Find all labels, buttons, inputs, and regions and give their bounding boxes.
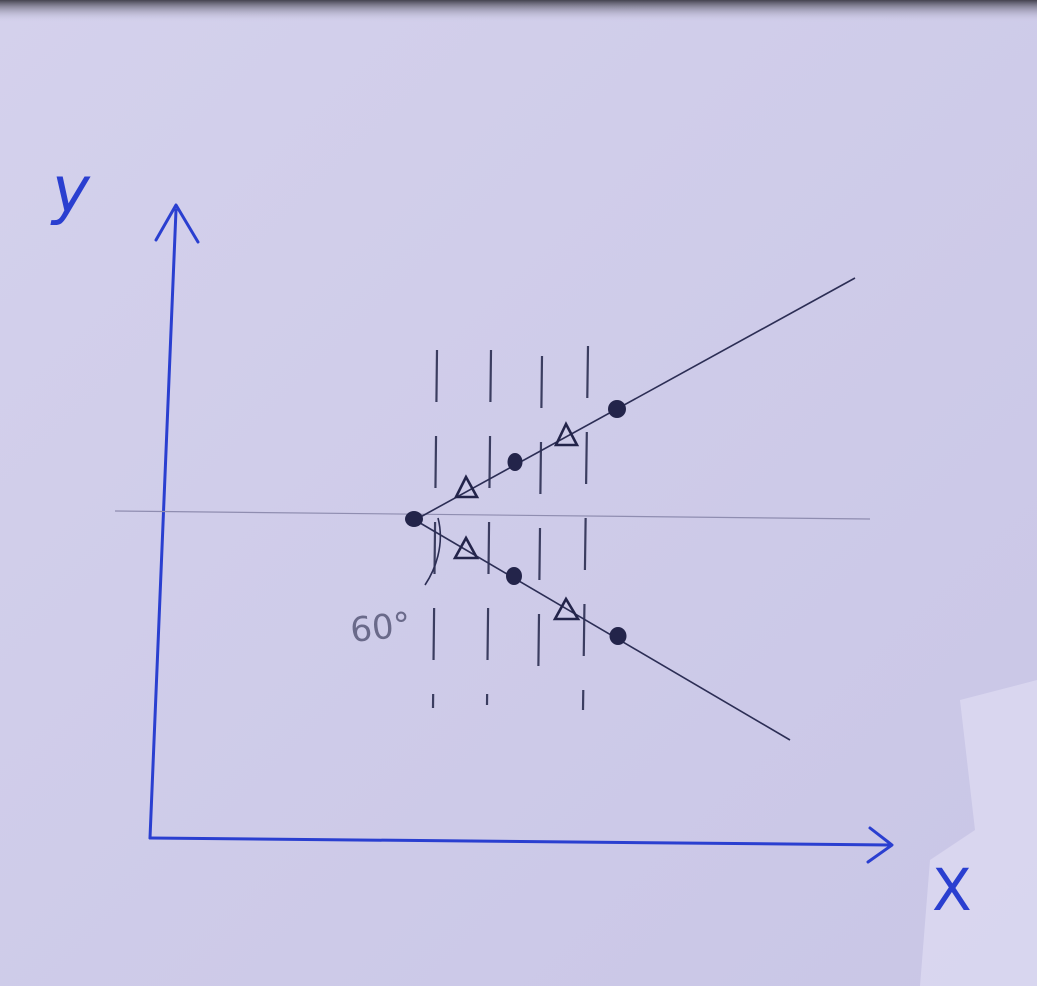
lower-branch-markers	[452, 535, 627, 645]
dot-marker	[506, 567, 522, 585]
y-axis-label: y	[50, 154, 91, 228]
dot-marker	[507, 453, 523, 471]
upper-branch-line	[414, 277, 856, 521]
vertical-guide-2	[485, 349, 493, 706]
triangle-marker	[553, 421, 580, 447]
vertical-guide-4	[581, 345, 590, 711]
triangle-marker	[453, 474, 480, 499]
triangle-marker	[452, 535, 480, 560]
triangle-marker	[552, 596, 581, 621]
y-axis	[148, 208, 178, 840]
vertical-guides	[431, 345, 590, 711]
horizontal-guide	[114, 510, 871, 520]
x-axis-label: X	[932, 856, 972, 924]
x-axis	[148, 836, 892, 847]
angle-label: 60°	[348, 605, 412, 651]
vertical-guide-1	[431, 349, 439, 709]
top-shadow	[0, 0, 1037, 22]
corner-glare	[920, 680, 1037, 986]
dot-marker	[608, 400, 626, 418]
upper-branch-markers	[453, 400, 626, 499]
y-axis-arrowhead	[154, 203, 200, 244]
dot-marker	[609, 627, 627, 645]
vertical-guide-3	[536, 355, 544, 701]
x-axis-arrowhead	[866, 826, 894, 864]
vertex-dot	[405, 511, 423, 527]
axes	[148, 203, 894, 864]
angle-arc	[424, 517, 442, 586]
